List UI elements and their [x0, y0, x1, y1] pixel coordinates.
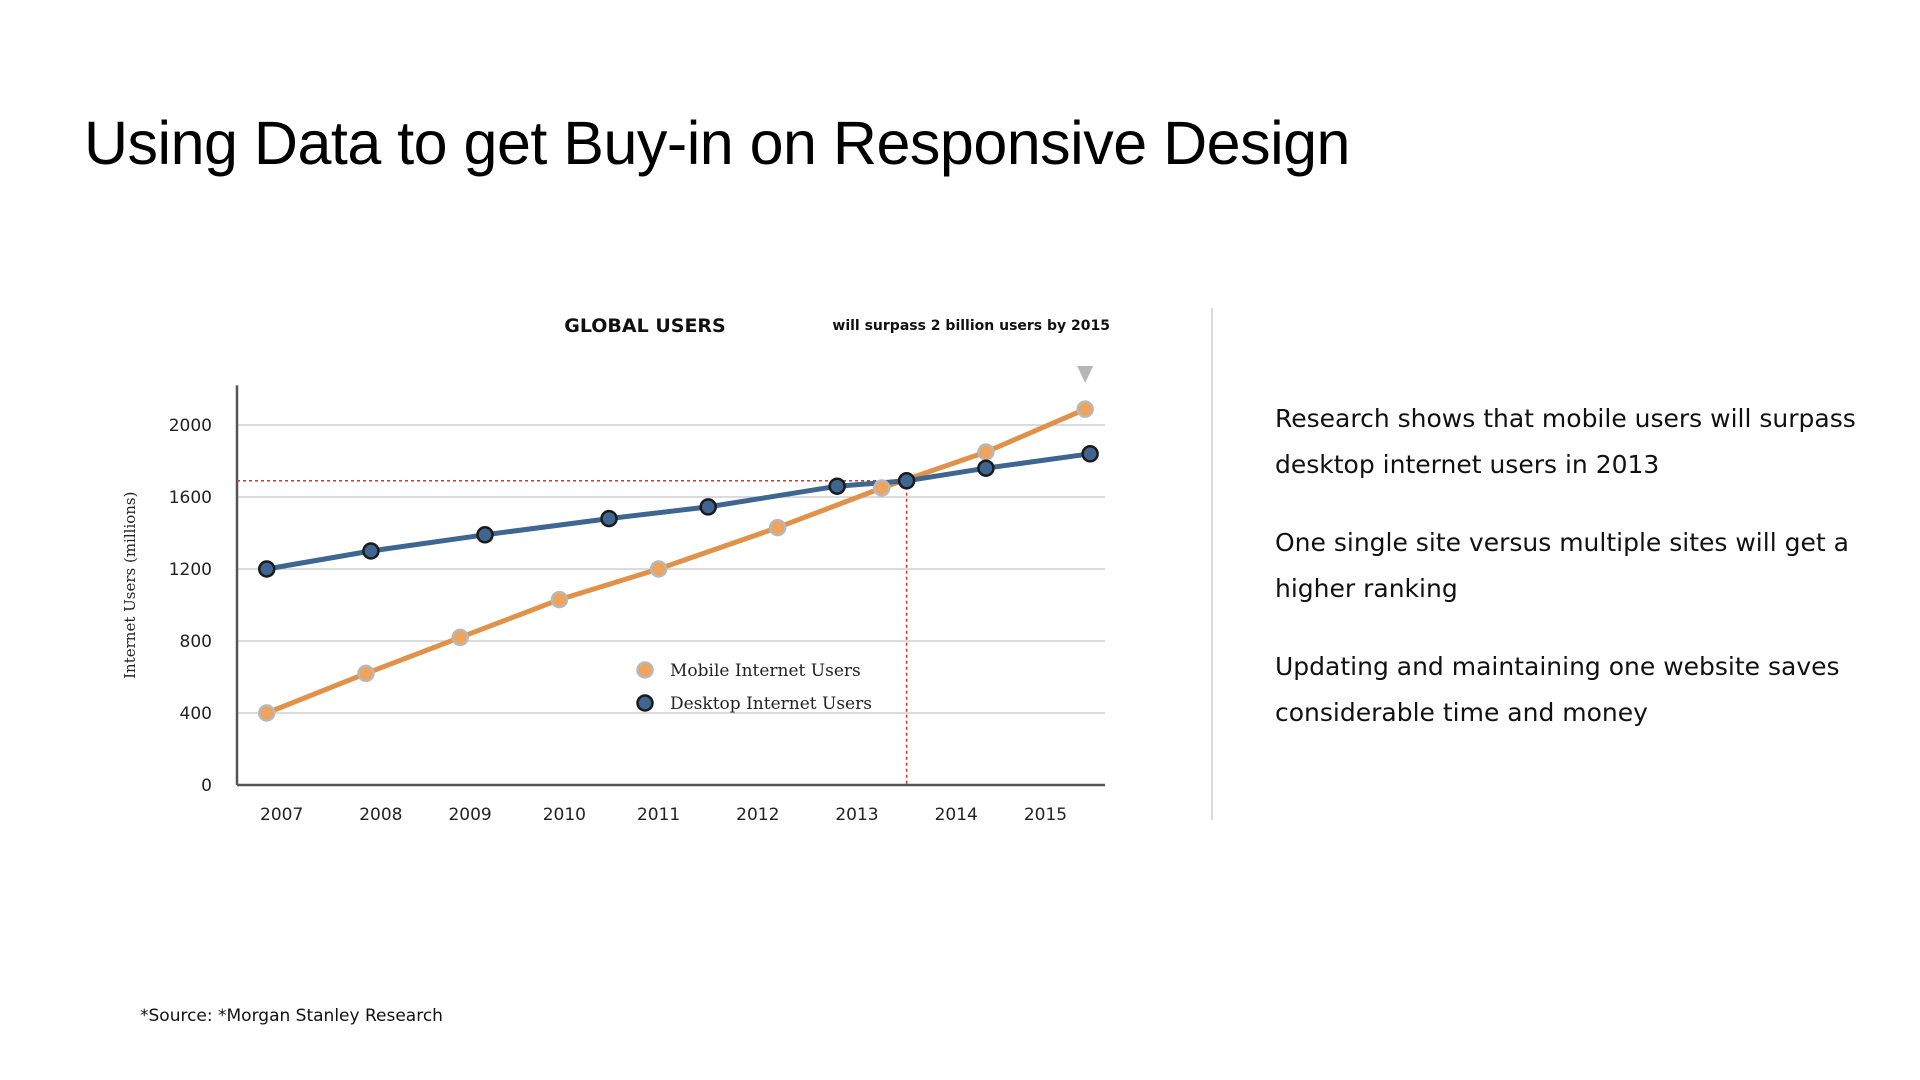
y-tick-label: 0 [201, 776, 212, 796]
x-tick-label: 2015 [1024, 805, 1067, 825]
x-tick-label: 2007 [260, 805, 303, 825]
x-tick-label: 2008 [359, 805, 402, 825]
mobile-data-point [977, 443, 995, 461]
x-tick-label: 2011 [637, 805, 680, 825]
slide-title: Using Data to get Buy-in on Responsive D… [84, 109, 1350, 177]
mobile-data-point [649, 560, 668, 578]
chart-subtitle: will surpass 2 billion users by 2015 [832, 318, 1110, 334]
x-tick-label: 2013 [835, 805, 878, 825]
y-axis-label: Internet Users (millions) [121, 492, 139, 679]
x-tick-label: 2009 [448, 805, 491, 825]
desktop-data-point [362, 542, 380, 560]
desktop-data-point [828, 477, 846, 495]
desktop-data-point [699, 498, 717, 516]
chart-title: GLOBAL USERS [564, 315, 726, 337]
x-tick-label: 2012 [736, 805, 779, 825]
legend-label-desktop: Desktop Internet Users [670, 694, 872, 714]
legend-marker-mobile [636, 661, 654, 679]
mobile-data-point [1076, 400, 1094, 418]
x-tick-label: 2010 [543, 805, 586, 825]
y-tick-label: 1200 [169, 560, 212, 580]
y-tick-label: 2000 [169, 416, 212, 436]
x-tick-label: 2014 [935, 805, 978, 825]
source-note: *Source: *Morgan Stanley Research [140, 1006, 443, 1026]
vertical-divider [1211, 308, 1213, 820]
key-point-mobile-surpass: Research shows that mobile users will su… [1275, 404, 1856, 479]
mobile-data-point [550, 590, 569, 609]
mobile-data-point [768, 518, 787, 537]
annotation-arrow-icon [1077, 366, 1094, 383]
desktop-data-point [1081, 445, 1099, 463]
desktop-data-point [258, 560, 276, 578]
y-tick-label: 400 [180, 704, 212, 724]
desktop-data-point [897, 472, 916, 490]
mobile-data-point [357, 664, 375, 683]
legend-label-mobile: Mobile Internet Users [670, 661, 861, 681]
mobile-data-point [451, 628, 469, 647]
chart-svg: GLOBAL USERS will surpass 2 billion users… [121, 315, 1110, 825]
key-point-single-site-ranking: One single site versus multiple sites wi… [1275, 528, 1849, 603]
y-tick-label: 1600 [169, 488, 212, 508]
key-point-maintenance-savings: Updating and maintaining one website sav… [1275, 652, 1840, 727]
mobile-data-point [873, 479, 891, 497]
desktop-data-point [600, 509, 618, 528]
desktop-data-point [977, 459, 995, 477]
legend-marker-desktop [636, 694, 654, 712]
desktop-data-point [476, 526, 494, 544]
y-tick-label: 800 [180, 632, 212, 652]
series-line-desktop [264, 451, 1093, 572]
key-points: Research shows that mobile users will su… [1275, 396, 1875, 768]
global-users-chart: GLOBAL USERS will surpass 2 billion users… [100, 290, 1140, 880]
mobile-data-point [258, 704, 276, 722]
